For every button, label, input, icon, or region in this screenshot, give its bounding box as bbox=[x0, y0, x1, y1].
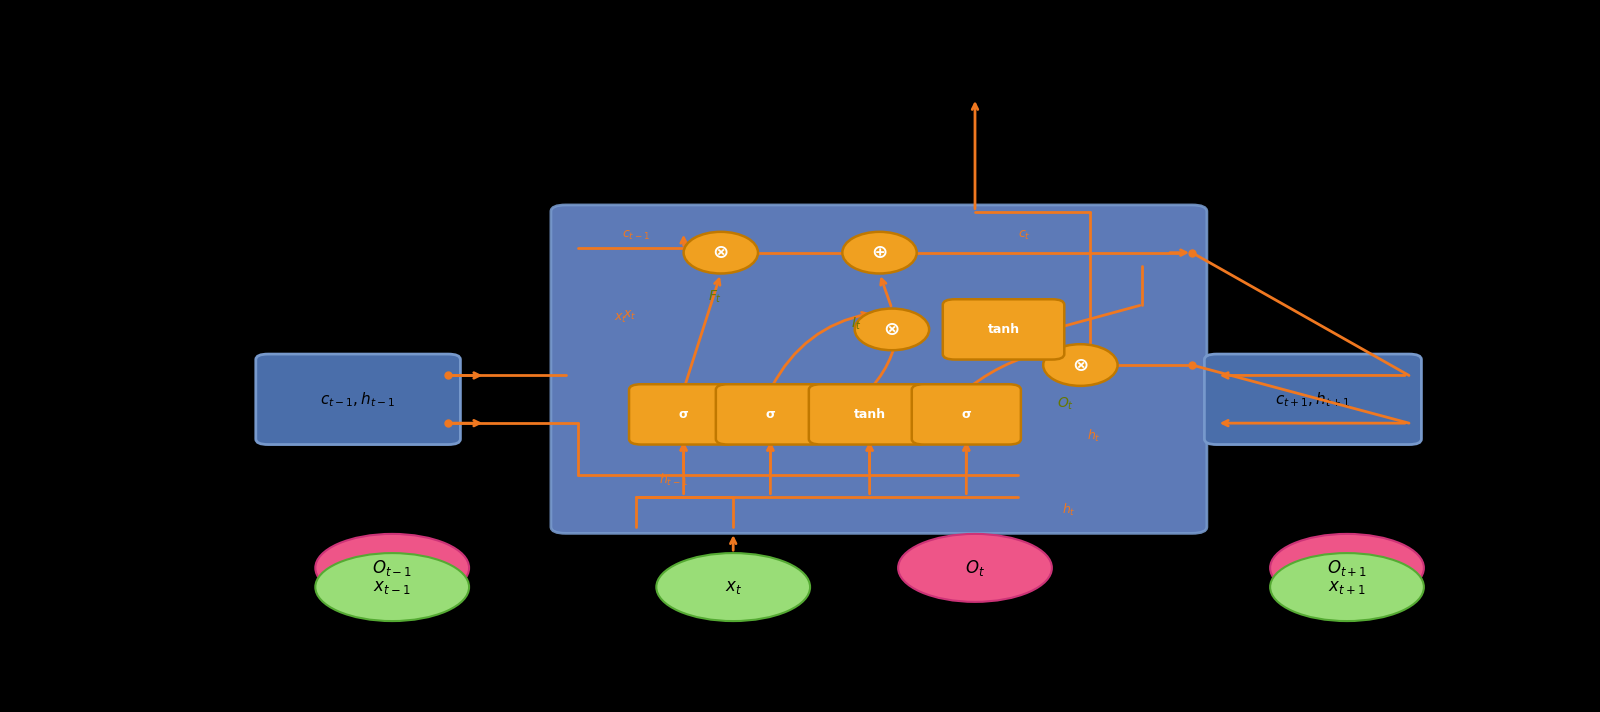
Text: $O_{t-1}$: $O_{t-1}$ bbox=[373, 558, 413, 578]
FancyBboxPatch shape bbox=[942, 299, 1064, 360]
FancyBboxPatch shape bbox=[715, 384, 826, 444]
Ellipse shape bbox=[842, 232, 917, 273]
Text: $c_{t+1},h_{t+1}$: $c_{t+1},h_{t+1}$ bbox=[1275, 390, 1350, 409]
Text: $O_t$: $O_t$ bbox=[965, 558, 986, 578]
Text: $x_{t-1}$: $x_{t-1}$ bbox=[373, 578, 411, 596]
Text: $O_{t+1}$: $O_{t+1}$ bbox=[1326, 558, 1366, 578]
Text: $h_t$: $h_t$ bbox=[1062, 502, 1075, 518]
Text: ⊗: ⊗ bbox=[883, 320, 901, 339]
Text: ⊗: ⊗ bbox=[1072, 355, 1088, 375]
Circle shape bbox=[1270, 553, 1424, 621]
Text: tanh: tanh bbox=[853, 408, 886, 421]
Ellipse shape bbox=[683, 232, 758, 273]
Text: tanh: tanh bbox=[987, 323, 1019, 336]
Text: $x_{t+1}$: $x_{t+1}$ bbox=[1328, 578, 1366, 596]
FancyBboxPatch shape bbox=[256, 354, 461, 444]
Text: $c_t$: $c_t$ bbox=[1019, 229, 1030, 241]
Ellipse shape bbox=[1043, 344, 1118, 386]
Circle shape bbox=[898, 534, 1051, 602]
Circle shape bbox=[315, 534, 469, 602]
Text: $x_t$: $x_t$ bbox=[622, 309, 637, 323]
Text: ⊕: ⊕ bbox=[872, 244, 888, 262]
Text: $h_{t-1}$: $h_{t-1}$ bbox=[659, 472, 688, 488]
FancyBboxPatch shape bbox=[810, 384, 930, 444]
Text: σ: σ bbox=[765, 408, 776, 421]
Text: $F_t$: $F_t$ bbox=[707, 288, 722, 305]
Text: $c_{t-1}$: $c_{t-1}$ bbox=[621, 229, 650, 241]
Circle shape bbox=[656, 553, 810, 621]
Ellipse shape bbox=[854, 308, 930, 350]
Text: $h_t$: $h_t$ bbox=[1086, 428, 1101, 444]
Text: $I_t$: $I_t$ bbox=[851, 315, 861, 332]
Text: $c_{t-1},h_{t-1}$: $c_{t-1},h_{t-1}$ bbox=[320, 390, 395, 409]
Text: ⊗: ⊗ bbox=[712, 244, 730, 262]
Text: $O_t$: $O_t$ bbox=[1058, 395, 1074, 412]
Text: σ: σ bbox=[962, 408, 971, 421]
Circle shape bbox=[315, 553, 469, 621]
Text: $x_t$: $x_t$ bbox=[725, 578, 742, 596]
FancyBboxPatch shape bbox=[629, 384, 738, 444]
Text: σ: σ bbox=[678, 408, 688, 421]
FancyBboxPatch shape bbox=[550, 205, 1206, 533]
FancyBboxPatch shape bbox=[1205, 354, 1421, 444]
FancyBboxPatch shape bbox=[912, 384, 1021, 444]
Circle shape bbox=[1270, 534, 1424, 602]
Text: $x_t$: $x_t$ bbox=[614, 312, 627, 325]
